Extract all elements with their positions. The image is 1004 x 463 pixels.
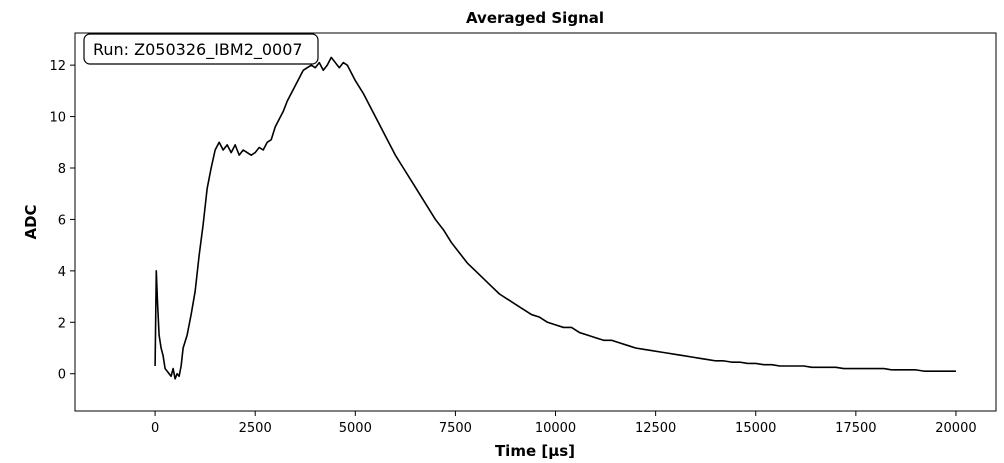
y-tick-label: 6 bbox=[58, 213, 66, 228]
y-tick-label: 12 bbox=[49, 59, 66, 74]
y-tick-label: 10 bbox=[49, 111, 66, 126]
plot-area: 0 2500 5000 7500 10000 12500 15000 17500 20000 0… bbox=[49, 32, 997, 436]
plot-frame bbox=[74, 32, 997, 412]
x-tick-label: 10000 bbox=[535, 421, 576, 436]
x-tick-label: 5000 bbox=[339, 421, 372, 436]
y-tick-label: 8 bbox=[58, 162, 66, 177]
x-tick-label: 17500 bbox=[835, 421, 876, 436]
x-tick-label: 2500 bbox=[239, 421, 272, 436]
y-axis-ticks: 0 2 4 6 8 10 12 bbox=[49, 59, 75, 383]
series-layer bbox=[154, 56, 956, 380]
x-tick-label: 7500 bbox=[439, 421, 472, 436]
x-tick-label: 20000 bbox=[935, 421, 976, 436]
x-axis-label: Time [µs] bbox=[495, 442, 575, 459]
x-tick-label: 12500 bbox=[635, 421, 676, 436]
x-axis-ticks: 0 2500 5000 7500 10000 12500 15000 17500 20000 bbox=[151, 411, 977, 436]
x-tick-label: 0 bbox=[151, 421, 159, 436]
y-tick-label: 2 bbox=[58, 316, 66, 331]
run-annotation-box bbox=[83, 33, 319, 65]
run-annotation: Run: Z050326_IBM2_0007 bbox=[83, 33, 319, 65]
y-tick-label: 4 bbox=[58, 265, 66, 280]
x-tick-label: 15000 bbox=[735, 421, 776, 436]
chart-title: Averaged Signal bbox=[466, 9, 604, 27]
signal-line bbox=[154, 56, 956, 380]
run-annotation-text: Run: Z050326_IBM2_0007 bbox=[93, 40, 303, 60]
y-axis-label: ADC bbox=[22, 204, 40, 239]
y-tick-label: 0 bbox=[58, 368, 66, 383]
